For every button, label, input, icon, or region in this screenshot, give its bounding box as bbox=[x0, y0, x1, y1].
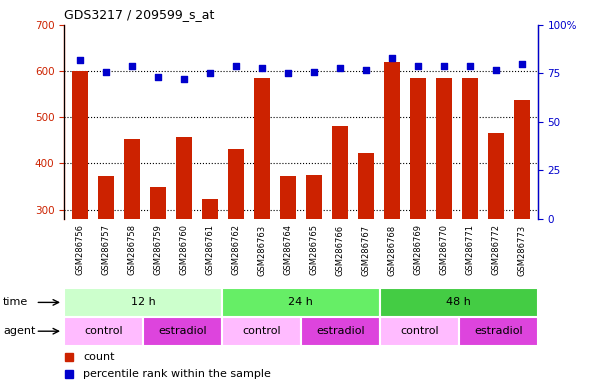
Text: GSM286763: GSM286763 bbox=[257, 224, 266, 276]
Text: GSM286758: GSM286758 bbox=[127, 224, 136, 275]
Bar bbox=[64, 288, 222, 317]
Text: 24 h: 24 h bbox=[288, 297, 313, 308]
Bar bbox=[222, 317, 301, 346]
Point bbox=[465, 63, 475, 69]
Point bbox=[387, 55, 397, 61]
Point bbox=[127, 63, 137, 69]
Text: GSM286762: GSM286762 bbox=[232, 224, 240, 275]
Text: 12 h: 12 h bbox=[131, 297, 155, 308]
Point bbox=[361, 66, 371, 73]
Text: estradiol: estradiol bbox=[474, 326, 522, 336]
Text: GSM286760: GSM286760 bbox=[180, 224, 188, 275]
Bar bbox=[514, 100, 530, 348]
Bar bbox=[280, 176, 296, 348]
Text: 48 h: 48 h bbox=[446, 297, 471, 308]
Bar bbox=[124, 139, 139, 348]
Point bbox=[101, 68, 111, 74]
Point bbox=[283, 70, 293, 76]
Point bbox=[309, 68, 319, 74]
Bar bbox=[410, 78, 426, 348]
Text: agent: agent bbox=[3, 326, 35, 336]
Bar bbox=[436, 78, 452, 348]
Bar bbox=[380, 288, 538, 317]
Bar bbox=[306, 175, 322, 348]
Bar bbox=[143, 317, 222, 346]
Text: GSM286768: GSM286768 bbox=[387, 224, 397, 276]
Bar bbox=[222, 288, 380, 317]
Point bbox=[517, 61, 527, 67]
Text: control: control bbox=[84, 326, 123, 336]
Bar bbox=[332, 126, 348, 348]
Text: control: control bbox=[400, 326, 439, 336]
Bar bbox=[488, 133, 504, 348]
Point bbox=[205, 70, 214, 76]
Point bbox=[231, 63, 241, 69]
Point bbox=[179, 76, 189, 82]
Text: GSM286766: GSM286766 bbox=[335, 224, 345, 276]
Text: GSM286756: GSM286756 bbox=[75, 224, 84, 275]
Point bbox=[491, 66, 501, 73]
Text: control: control bbox=[242, 326, 281, 336]
Bar bbox=[98, 176, 114, 348]
Text: GSM286769: GSM286769 bbox=[414, 224, 422, 275]
Bar bbox=[380, 317, 459, 346]
Text: GSM286764: GSM286764 bbox=[284, 224, 293, 275]
Text: GDS3217 / 209599_s_at: GDS3217 / 209599_s_at bbox=[64, 8, 214, 21]
Text: percentile rank within the sample: percentile rank within the sample bbox=[83, 369, 271, 379]
Bar bbox=[64, 317, 143, 346]
Bar bbox=[176, 137, 192, 348]
Text: GSM286770: GSM286770 bbox=[439, 224, 448, 275]
Text: time: time bbox=[3, 297, 28, 308]
Bar bbox=[459, 317, 538, 346]
Text: GSM286757: GSM286757 bbox=[101, 224, 110, 275]
Point bbox=[153, 74, 163, 80]
Point bbox=[335, 65, 345, 71]
Bar bbox=[72, 71, 87, 348]
Point bbox=[257, 65, 267, 71]
Text: GSM286771: GSM286771 bbox=[466, 224, 475, 275]
Text: GSM286767: GSM286767 bbox=[362, 224, 370, 276]
Point bbox=[439, 63, 449, 69]
Point bbox=[413, 63, 423, 69]
Text: GSM286773: GSM286773 bbox=[518, 224, 527, 276]
Bar bbox=[150, 187, 166, 348]
Text: GSM286759: GSM286759 bbox=[153, 224, 163, 275]
Text: GSM286761: GSM286761 bbox=[205, 224, 214, 275]
Text: estradiol: estradiol bbox=[158, 326, 207, 336]
Bar bbox=[202, 199, 218, 348]
Text: GSM286765: GSM286765 bbox=[309, 224, 318, 275]
Point bbox=[75, 57, 85, 63]
Bar bbox=[358, 153, 374, 348]
Text: GSM286772: GSM286772 bbox=[492, 224, 500, 275]
Bar bbox=[301, 317, 380, 346]
Bar bbox=[463, 78, 478, 348]
Text: count: count bbox=[83, 352, 115, 362]
Bar bbox=[254, 78, 269, 348]
Bar bbox=[384, 62, 400, 348]
Bar bbox=[228, 149, 244, 348]
Text: estradiol: estradiol bbox=[316, 326, 365, 336]
